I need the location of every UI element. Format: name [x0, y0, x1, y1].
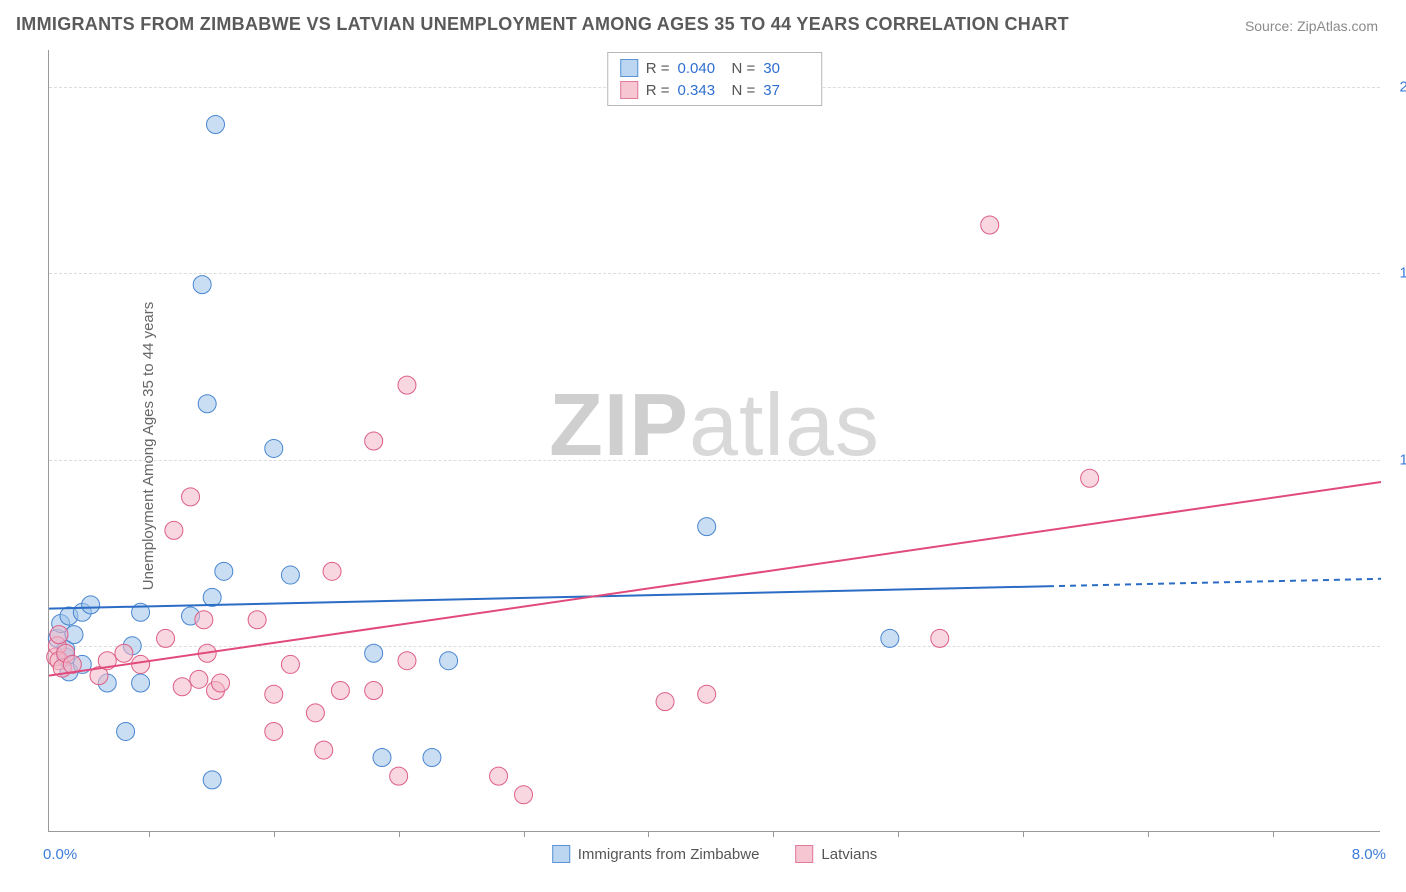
data-point — [82, 596, 100, 614]
data-point — [207, 115, 225, 133]
x-tick — [524, 831, 525, 837]
r-label: R = — [646, 60, 670, 77]
data-point — [698, 685, 716, 703]
data-point — [398, 652, 416, 670]
data-point — [248, 611, 266, 629]
data-point — [193, 276, 211, 294]
data-point — [115, 644, 133, 662]
x-tick — [1023, 831, 1024, 837]
data-point — [365, 644, 383, 662]
x-max-label: 8.0% — [1352, 846, 1386, 863]
data-point — [365, 432, 383, 450]
x-min-label: 0.0% — [43, 846, 77, 863]
data-point — [656, 693, 674, 711]
x-tick — [773, 831, 774, 837]
legend-label: Immigrants from Zimbabwe — [578, 846, 760, 863]
data-point — [390, 767, 408, 785]
y-tick-label: 10.0% — [1386, 451, 1406, 468]
data-point — [698, 518, 716, 536]
data-point — [265, 685, 283, 703]
legend-item: Immigrants from Zimbabwe — [552, 845, 760, 863]
r-value: 0.040 — [678, 60, 724, 77]
data-point — [373, 749, 391, 767]
legend-stats-row: R = 0.040 N = 30 — [620, 57, 810, 79]
y-tick-label: 15.0% — [1386, 265, 1406, 282]
legend-swatch — [620, 81, 638, 99]
legend-swatch — [552, 845, 570, 863]
x-tick — [1273, 831, 1274, 837]
x-tick — [648, 831, 649, 837]
trend-line — [49, 482, 1381, 676]
x-tick — [274, 831, 275, 837]
data-point — [132, 674, 150, 692]
data-point — [265, 722, 283, 740]
data-point — [315, 741, 333, 759]
data-point — [50, 626, 68, 644]
r-value: 0.343 — [678, 82, 724, 99]
data-point — [198, 395, 216, 413]
y-tick-label: 5.0% — [1386, 637, 1406, 654]
data-point — [1081, 469, 1099, 487]
data-point — [165, 521, 183, 539]
legend-swatch — [620, 59, 638, 77]
data-point — [515, 786, 533, 804]
legend-series: Immigrants from Zimbabwe Latvians — [552, 845, 878, 863]
data-point — [423, 749, 441, 767]
y-tick-label: 20.0% — [1386, 79, 1406, 96]
n-label: N = — [732, 82, 756, 99]
legend-item: Latvians — [795, 845, 877, 863]
data-point — [195, 611, 213, 629]
plot-area: ZIPatlas 5.0%10.0%15.0%20.0% R = 0.040 N… — [48, 50, 1380, 832]
legend-label: Latvians — [821, 846, 877, 863]
data-point — [211, 674, 229, 692]
data-point — [132, 655, 150, 673]
data-point — [157, 629, 175, 647]
data-point — [440, 652, 458, 670]
n-value: 37 — [763, 82, 809, 99]
data-point — [931, 629, 949, 647]
x-tick — [399, 831, 400, 837]
n-value: 30 — [763, 60, 809, 77]
data-point — [398, 376, 416, 394]
legend-stats-row: R = 0.343 N = 37 — [620, 79, 810, 101]
r-label: R = — [646, 82, 670, 99]
data-point — [323, 562, 341, 580]
legend-swatch — [795, 845, 813, 863]
legend-stats-box: R = 0.040 N = 30 R = 0.343 N = 37 — [607, 52, 823, 106]
data-point — [281, 566, 299, 584]
data-point — [265, 439, 283, 457]
x-tick — [149, 831, 150, 837]
data-point — [490, 767, 508, 785]
data-point — [881, 629, 899, 647]
data-point — [215, 562, 233, 580]
x-tick — [898, 831, 899, 837]
data-point — [306, 704, 324, 722]
scatter-svg — [49, 50, 1380, 831]
data-point — [203, 588, 221, 606]
chart-title: IMMIGRANTS FROM ZIMBABWE VS LATVIAN UNEM… — [16, 14, 1069, 35]
trend-line-extrapolated — [1048, 579, 1381, 586]
data-point — [365, 681, 383, 699]
data-point — [117, 722, 135, 740]
data-point — [173, 678, 191, 696]
data-point — [331, 681, 349, 699]
x-tick — [1148, 831, 1149, 837]
data-point — [190, 670, 208, 688]
data-point — [203, 771, 221, 789]
data-point — [182, 488, 200, 506]
data-point — [981, 216, 999, 234]
trend-line — [49, 586, 1048, 608]
source-attribution: Source: ZipAtlas.com — [1245, 18, 1378, 34]
data-point — [281, 655, 299, 673]
n-label: N = — [732, 60, 756, 77]
